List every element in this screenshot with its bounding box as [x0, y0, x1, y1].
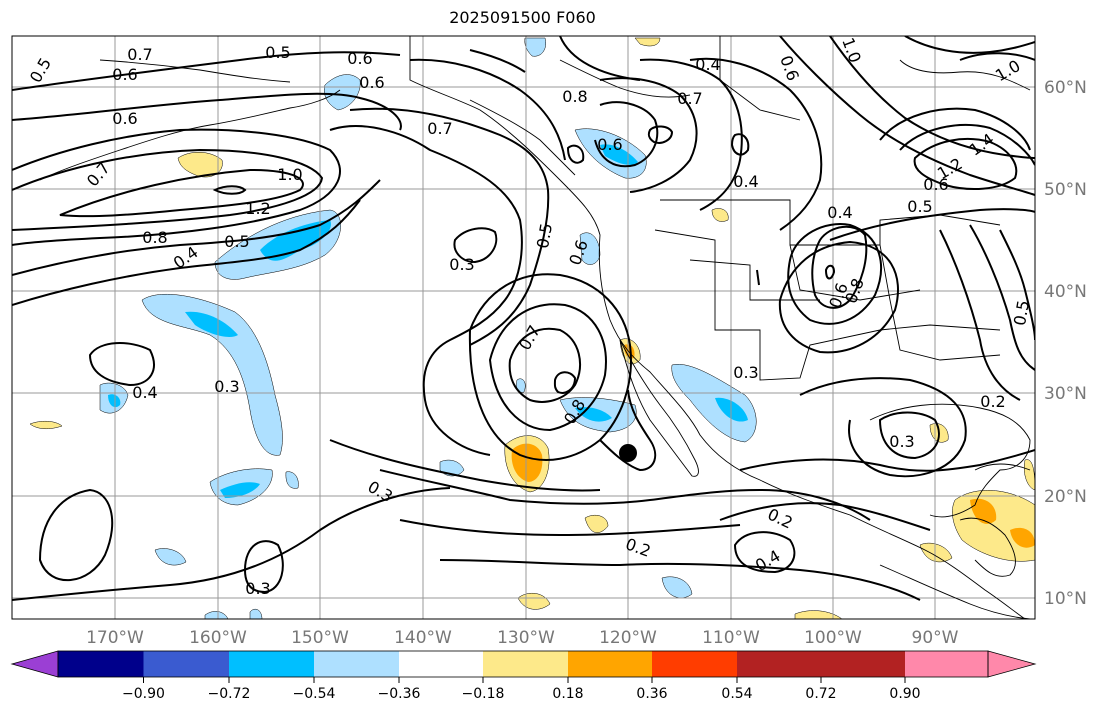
contour-label: 0.4: [132, 383, 157, 402]
map-frame: [11, 35, 1036, 620]
colorbar-tick-label: −0.54: [293, 686, 336, 702]
contour-label: 0.5: [1010, 299, 1033, 327]
contour-label: 0.2: [980, 392, 1005, 411]
lat-label: 40°N: [1044, 282, 1087, 302]
contour-label: 0.6: [597, 135, 622, 154]
colorbar-tick-label: 0.90: [889, 686, 920, 702]
lon-label: 130°W: [497, 628, 555, 648]
contour-label: 0.5: [533, 222, 556, 250]
lat-label: 60°N: [1044, 78, 1087, 98]
colorbar-tick-label: 0.36: [636, 686, 667, 702]
colorbar-bin: [229, 651, 314, 677]
contour-label: 0.3: [245, 579, 270, 598]
lon-label: 140°W: [394, 628, 452, 648]
lon-label: 90°W: [912, 628, 959, 648]
longitude-labels: 170°W 160°W 150°W 140°W 130°W 120°W 110°…: [86, 628, 959, 648]
contour-label: 0.5: [265, 43, 290, 62]
map-area: [12, 36, 1035, 619]
colorbar-bin: [737, 651, 821, 677]
colorbar-tick-label: −0.72: [208, 686, 251, 702]
contour-label: 0.4: [827, 203, 852, 222]
contour-label: 0.4: [695, 55, 720, 74]
contour-label: 0.4: [733, 172, 758, 191]
contour-label: 1.0: [277, 165, 302, 184]
colorbar-bin: [905, 651, 988, 677]
contour-label: 0.7: [677, 89, 702, 108]
colorbar-tick-label: −0.90: [122, 686, 165, 702]
contour-label: 0.6: [112, 65, 137, 84]
colorbar-bin: [483, 651, 568, 677]
colorbar-bin: [58, 651, 144, 677]
colorbar-tick-label: 0.54: [721, 686, 752, 702]
colorbar-extend-high: [821, 651, 905, 677]
colorbar-bin: [314, 651, 399, 677]
contour-label: 0.8: [142, 228, 167, 247]
lon-label: 100°W: [804, 628, 862, 648]
contour-label: 0.3: [733, 363, 758, 382]
contour-label: 0.3: [449, 255, 474, 274]
contour-label: 0.6: [112, 109, 137, 128]
contour-label: 0.6: [347, 49, 372, 68]
colorbar: −0.90 −0.72 −0.54 −0.36 −0.18 0.18 0.36 …: [10, 650, 1037, 702]
contour-label: 0.7: [127, 45, 152, 64]
colorbar-bin: [399, 651, 483, 677]
lat-label: 10°N: [1044, 589, 1087, 609]
colorbar-tick-label: 0.18: [552, 686, 583, 702]
lon-label: 160°W: [189, 628, 247, 648]
contour-label: 0.3: [889, 432, 914, 451]
contour-label: 0.3: [214, 377, 239, 396]
colorbar-outline: [57, 650, 989, 678]
contour-label: 0.6: [359, 73, 384, 92]
gridlines: [12, 36, 1035, 619]
colorbar-extend-low: [10, 650, 59, 678]
colorbar-bin: [652, 651, 737, 677]
colorbar-extend-high-tip: [987, 650, 1037, 678]
colorbar-tick-label: −0.36: [378, 686, 421, 702]
contour-label: 0.8: [562, 87, 587, 106]
lat-label: 30°N: [1044, 384, 1087, 404]
contour-label: 0.5: [224, 232, 249, 251]
lon-label: 170°W: [86, 628, 144, 648]
contour-label: 0.5: [907, 197, 932, 216]
lon-label: 150°W: [291, 628, 349, 648]
contour-lines: [12, 36, 1035, 601]
latitude-labels: 60°N 50°N 40°N 30°N 20°N 10°N: [1044, 78, 1087, 609]
contour-label: 0.7: [427, 119, 452, 138]
storm-center-marker: [619, 444, 637, 462]
lon-label: 110°W: [702, 628, 760, 648]
colorbar-tick-label: 0.72: [805, 686, 836, 702]
colorbar-bin: [568, 651, 652, 677]
colorbar-bin: [143, 651, 229, 677]
colorbar-tick-label: −0.18: [462, 686, 505, 702]
map-title: 2025091500 F060: [449, 8, 596, 27]
contour-label: 0.6: [923, 175, 948, 194]
lat-label: 20°N: [1044, 487, 1087, 507]
lon-label: 120°W: [599, 628, 657, 648]
lat-label: 50°N: [1044, 180, 1087, 200]
colorbar-ticks: [143, 677, 906, 683]
contour-label: 1.2: [245, 199, 270, 218]
